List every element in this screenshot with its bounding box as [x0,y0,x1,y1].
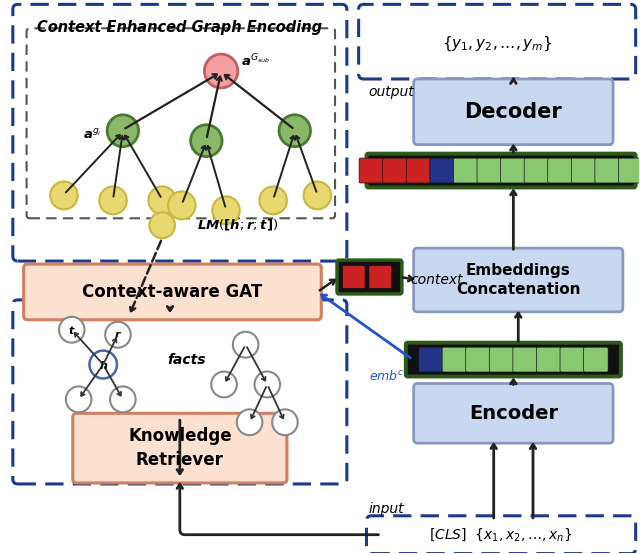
Text: Embeddings
Concatenation: Embeddings Concatenation [456,263,580,297]
Text: Encoder: Encoder [468,404,558,423]
FancyBboxPatch shape [27,28,335,218]
FancyBboxPatch shape [359,158,383,183]
Text: context: context [411,273,463,287]
Text: $\boldsymbol{a}^{G_{sub}}$: $\boldsymbol{a}^{G_{sub}}$ [241,53,270,69]
Circle shape [259,187,287,214]
FancyBboxPatch shape [419,347,443,372]
Circle shape [148,187,176,214]
FancyBboxPatch shape [500,158,525,183]
FancyBboxPatch shape [24,264,321,320]
FancyBboxPatch shape [358,4,636,79]
FancyBboxPatch shape [453,158,478,183]
FancyBboxPatch shape [595,158,620,183]
Circle shape [279,115,310,147]
FancyBboxPatch shape [413,79,613,145]
Circle shape [105,322,131,348]
FancyBboxPatch shape [13,4,347,261]
Circle shape [303,182,331,209]
FancyBboxPatch shape [572,158,596,183]
Circle shape [211,372,237,397]
FancyBboxPatch shape [618,158,640,183]
FancyBboxPatch shape [477,158,502,183]
Circle shape [255,372,280,397]
Circle shape [272,409,298,435]
FancyBboxPatch shape [413,248,623,312]
Circle shape [50,182,77,209]
FancyBboxPatch shape [73,413,287,483]
FancyBboxPatch shape [369,265,392,289]
FancyBboxPatch shape [367,153,636,187]
Text: $\boldsymbol{r}$: $\boldsymbol{r}$ [114,329,122,340]
FancyBboxPatch shape [584,347,608,372]
FancyBboxPatch shape [413,383,613,443]
Text: $\boldsymbol{a}^{g_i}$: $\boldsymbol{a}^{g_i}$ [83,128,101,142]
FancyBboxPatch shape [442,347,467,372]
Circle shape [237,409,262,435]
Circle shape [59,317,84,343]
Circle shape [204,54,238,88]
Text: $\boldsymbol{h}$: $\boldsymbol{h}$ [99,358,108,371]
Circle shape [90,351,117,378]
FancyBboxPatch shape [490,347,514,372]
FancyBboxPatch shape [548,158,572,183]
FancyBboxPatch shape [560,347,584,372]
Circle shape [212,197,240,224]
Circle shape [107,115,139,147]
Text: output: output [369,85,414,99]
Circle shape [233,332,259,357]
FancyBboxPatch shape [406,158,431,183]
FancyBboxPatch shape [430,158,454,183]
FancyBboxPatch shape [536,347,561,372]
FancyBboxPatch shape [406,343,621,377]
FancyBboxPatch shape [337,260,402,294]
Text: facts: facts [167,352,205,367]
FancyBboxPatch shape [466,347,490,372]
Text: Knowledge
Retriever: Knowledge Retriever [128,427,232,469]
Text: $\{y_1, y_2, \ldots, y_m\}$: $\{y_1, y_2, \ldots, y_m\}$ [442,35,552,53]
Text: $\boldsymbol{LM}(\boldsymbol{[h; r; t]})$: $\boldsymbol{LM}(\boldsymbol{[h; r; t]})… [196,218,278,233]
FancyBboxPatch shape [383,158,407,183]
Circle shape [149,212,175,238]
Text: Decoder: Decoder [465,102,562,122]
FancyBboxPatch shape [13,300,347,484]
FancyBboxPatch shape [367,516,636,553]
Circle shape [99,187,127,214]
Text: input: input [369,502,404,516]
FancyBboxPatch shape [524,158,548,183]
Text: $\boldsymbol{t}$: $\boldsymbol{t}$ [68,324,76,336]
Circle shape [191,125,222,157]
Text: $emb^c$: $emb^c$ [369,370,405,383]
Text: Context Enhanced Graph Encoding: Context Enhanced Graph Encoding [37,20,323,35]
FancyBboxPatch shape [513,347,538,372]
Circle shape [168,192,196,219]
Text: $[CLS]$  $\{x_1, x_2, \ldots, x_n\}$: $[CLS]$ $\{x_1, x_2, \ldots, x_n\}$ [429,526,573,543]
Text: Context-aware GAT: Context-aware GAT [83,283,262,301]
FancyBboxPatch shape [342,265,365,289]
Circle shape [110,387,136,412]
Circle shape [66,387,92,412]
